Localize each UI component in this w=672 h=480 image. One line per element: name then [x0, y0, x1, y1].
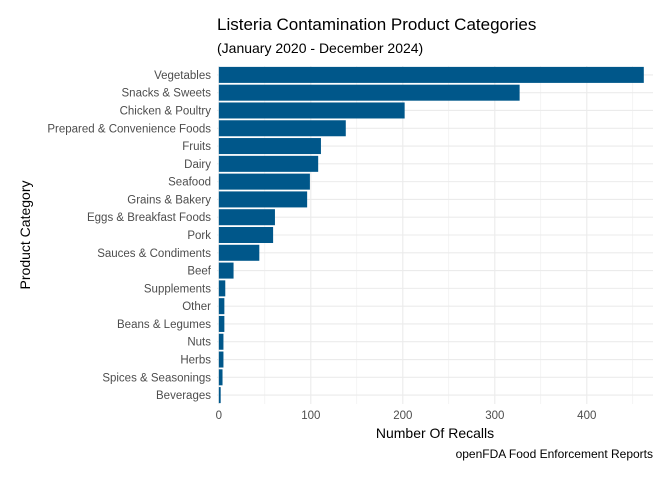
- bar: [218, 226, 274, 244]
- x-tick-label: 400: [577, 410, 596, 422]
- y-tick-label: Fruits: [182, 141, 211, 153]
- bar: [218, 120, 346, 137]
- x-tick-label: 0: [216, 410, 222, 422]
- bar: [218, 155, 319, 172]
- x-tick-label: 300: [485, 410, 504, 422]
- y-tick-label: Nuts: [187, 337, 211, 349]
- chart-caption: openFDA Food Enforcement Reports: [456, 447, 653, 461]
- bar: [218, 138, 321, 155]
- y-tick-label: Spices & Seasonings: [102, 372, 211, 384]
- y-tick-label: Pork: [187, 230, 211, 242]
- y-tick-label: Beef: [187, 266, 211, 278]
- bar: [218, 333, 224, 350]
- x-tick-labels: 0 100 200 300 400: [216, 410, 597, 422]
- bar: [218, 387, 221, 404]
- bar: [218, 191, 308, 208]
- bar: [218, 209, 275, 226]
- y-tick-label: Eggs & Breakfast Foods: [87, 212, 211, 224]
- x-axis-title: Number Of Recalls: [376, 425, 494, 441]
- y-tick-label: Dairy: [184, 159, 211, 171]
- y-tick-label: Sauces & Condiments: [97, 248, 211, 260]
- y-tick-label: Beans & Legumes: [117, 319, 211, 331]
- y-tick-label: Herbs: [180, 355, 211, 367]
- x-tick-label: 100: [301, 410, 320, 422]
- y-axis-title: Product Category: [17, 181, 33, 290]
- bar: [218, 280, 226, 297]
- x-tick-label: 200: [393, 410, 412, 422]
- bar: [218, 66, 644, 83]
- bars: [218, 66, 644, 404]
- y-tick-label: Supplements: [144, 283, 211, 295]
- y-tick-label: Other: [182, 301, 211, 313]
- chart-title: Listeria Contamination Product Categorie…: [217, 15, 537, 34]
- bar: [218, 351, 224, 368]
- bar: [218, 262, 234, 279]
- y-tick-label: Grains & Bakery: [127, 194, 211, 206]
- y-tick-label: Snacks & Sweets: [122, 88, 212, 100]
- bar: [218, 369, 223, 386]
- y-tick-label: Beverages: [156, 390, 211, 402]
- bar: [218, 298, 225, 315]
- bar: [218, 102, 405, 119]
- bar: [218, 315, 225, 332]
- y-tick-label: Vegetables: [154, 70, 211, 82]
- chart-subtitle: (January 2020 - December 2024): [217, 40, 424, 56]
- y-tick-label: Chicken & Poultry: [120, 105, 212, 117]
- y-tick-labels: Vegetables Snacks & Sweets Chicken & Poult…: [47, 70, 211, 402]
- y-tick-label: Prepared & Convenience Foods: [47, 123, 211, 135]
- bar: [218, 244, 260, 261]
- y-tick-label: Seafood: [168, 177, 211, 189]
- bar: [218, 173, 310, 190]
- bar: [218, 84, 520, 101]
